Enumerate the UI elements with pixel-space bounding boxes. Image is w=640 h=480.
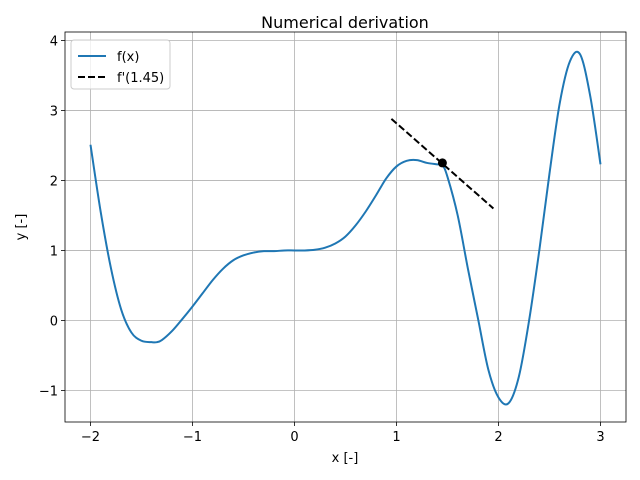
x-tick-label: 0 — [290, 430, 298, 445]
plot-lines — [89, 50, 602, 406]
series-derivative-line — [390, 118, 495, 210]
x-tick-label: 2 — [494, 430, 502, 445]
chart-title: Numerical derivation — [261, 13, 429, 32]
axes-frame — [64, 31, 627, 423]
x-tick-label: 1 — [392, 430, 400, 445]
legend: f(x) f'(1.45) — [70, 39, 171, 90]
ticks: −2 −1 0 1 2 3 −1 0 1 2 3 4 — [39, 34, 605, 445]
x-tick-label: −2 — [81, 430, 100, 445]
legend-label-fx: f(x) — [117, 50, 139, 65]
x-tick-label: −1 — [183, 430, 202, 445]
grid — [65, 32, 626, 422]
y-axis-label: y [-] — [14, 214, 29, 241]
series-fx-line — [89, 50, 602, 406]
y-tick-label: 0 — [50, 314, 58, 329]
evaluation-point-marker — [437, 158, 447, 168]
x-axis-label: x [-] — [332, 451, 359, 466]
y-tick-label: 2 — [50, 174, 58, 189]
legend-label-derivative: f'(1.45) — [117, 71, 164, 86]
y-tick-label: 4 — [50, 34, 58, 49]
y-tick-label: 1 — [50, 244, 58, 259]
y-tick-label: 3 — [50, 104, 58, 119]
x-tick-label: 3 — [596, 430, 604, 445]
y-tick-label: −1 — [39, 384, 58, 399]
legend-box — [70, 39, 171, 90]
